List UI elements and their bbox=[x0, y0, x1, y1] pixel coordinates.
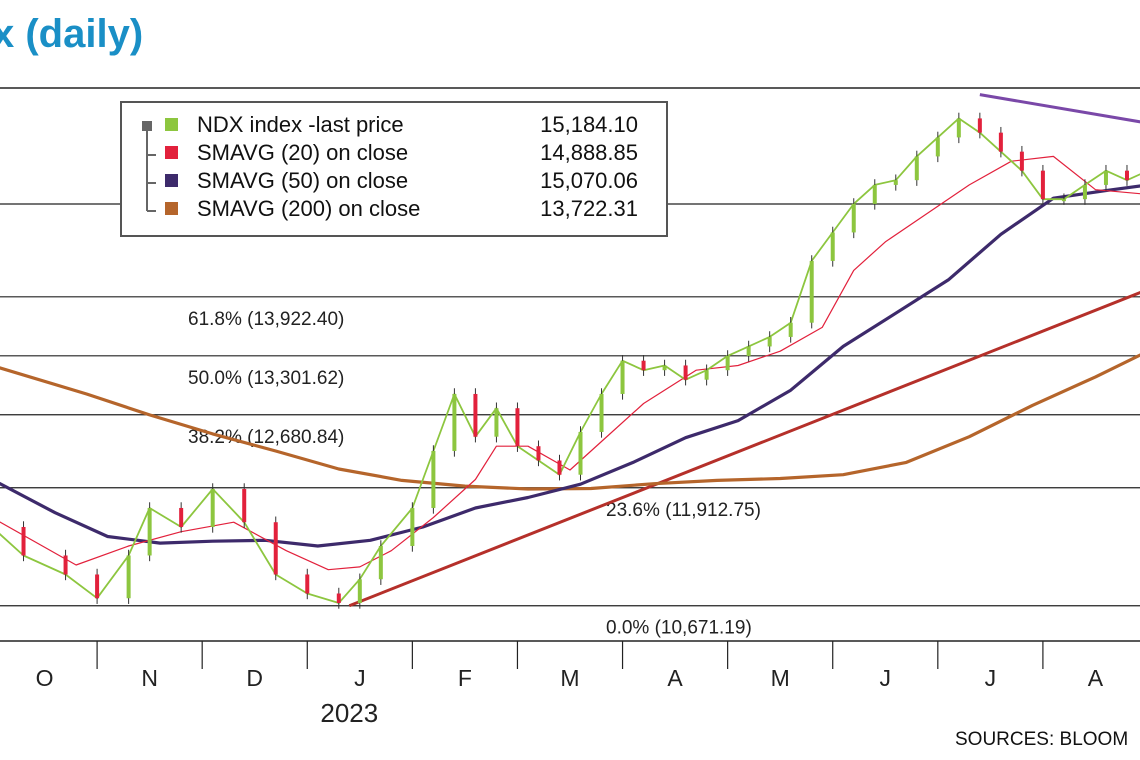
price-candle bbox=[63, 555, 68, 575]
price-candle bbox=[599, 393, 604, 432]
legend-tree-icon bbox=[142, 121, 156, 212]
trendline-support bbox=[348, 290, 1140, 608]
price-candle bbox=[95, 574, 100, 599]
price-candle bbox=[956, 118, 961, 138]
price-candle bbox=[620, 360, 625, 394]
price-candle bbox=[273, 522, 278, 575]
legend-value: 14,888.85 bbox=[540, 140, 638, 165]
month-label: M bbox=[560, 665, 579, 691]
price-candle bbox=[746, 346, 751, 356]
series-smavg-50-on-close bbox=[0, 184, 1140, 548]
price-candle bbox=[935, 137, 940, 157]
price-candle bbox=[336, 593, 341, 603]
legend-name: SMAVG (20) on close bbox=[197, 140, 409, 165]
price-candle bbox=[452, 393, 457, 451]
price-candle bbox=[767, 336, 772, 347]
month-label: J bbox=[354, 665, 366, 691]
legend-item-sma50: SMAVG (50) on close 15,070.06 bbox=[122, 168, 666, 196]
price-candle bbox=[242, 488, 247, 523]
price-candle bbox=[305, 574, 310, 594]
price-candle bbox=[431, 450, 436, 508]
legend-swatch bbox=[165, 202, 178, 215]
price-candle bbox=[998, 132, 1003, 152]
month-label: J bbox=[880, 665, 892, 691]
price-candle bbox=[515, 408, 520, 447]
price-candle bbox=[1082, 184, 1087, 200]
price-candle bbox=[872, 184, 877, 204]
sources-note: SOURCES: BLOOM bbox=[955, 729, 1129, 750]
price-candle bbox=[914, 156, 919, 181]
legend-swatch bbox=[165, 146, 178, 159]
price-candle bbox=[473, 393, 478, 437]
price-candle bbox=[21, 526, 26, 556]
price-candle bbox=[830, 232, 835, 261]
series-ndx-index-last-price bbox=[0, 117, 1140, 604]
legend-value: 15,070.06 bbox=[540, 168, 638, 193]
legend-swatch bbox=[165, 174, 178, 187]
legend-item-ndx: NDX index -last price 15,184.10 bbox=[122, 112, 666, 140]
legend-value: 15,184.10 bbox=[540, 112, 638, 137]
price-candle bbox=[410, 507, 415, 546]
legend-name: NDX index -last price bbox=[197, 112, 404, 137]
month-label: M bbox=[771, 665, 790, 691]
price-candle bbox=[683, 365, 688, 380]
price-candle bbox=[1061, 199, 1066, 202]
price-candle bbox=[893, 180, 898, 185]
price-candle bbox=[662, 365, 667, 371]
price-candle bbox=[536, 446, 541, 461]
fib-level-label: 23.6% (11,912.75) bbox=[606, 500, 761, 521]
trendline-resistance bbox=[979, 93, 1140, 124]
month-label: J bbox=[985, 665, 997, 691]
price-candle bbox=[704, 370, 709, 380]
fib-level-label: 50.0% (13,301.62) bbox=[188, 368, 344, 389]
price-candle bbox=[851, 203, 856, 233]
legend: NDX index -last price 15,184.10 SMAVG (2… bbox=[120, 101, 668, 237]
legend-item-sma20: SMAVG (20) on close 14,888.85 bbox=[122, 140, 666, 168]
price-candle bbox=[578, 431, 583, 475]
legend-name: SMAVG (50) on close bbox=[197, 168, 409, 193]
legend-value: 13,722.31 bbox=[540, 196, 638, 221]
month-label: A bbox=[667, 665, 683, 691]
price-candle bbox=[378, 545, 383, 580]
legend-item-sma200: SMAVG (200) on close 13,722.31 bbox=[122, 196, 666, 224]
price-candle bbox=[179, 507, 184, 527]
fib-level-label: 61.8% (13,922.40) bbox=[188, 309, 344, 330]
price-candle bbox=[725, 355, 730, 371]
price-candle bbox=[1124, 170, 1129, 181]
price-candle bbox=[1040, 170, 1045, 200]
month-label: N bbox=[141, 665, 158, 691]
fib-level-label: 0.0% (10,671.19) bbox=[606, 618, 752, 639]
price-candle bbox=[357, 579, 362, 603]
month-label: O bbox=[36, 665, 54, 691]
price-candle bbox=[977, 118, 982, 133]
price-candle bbox=[788, 322, 793, 337]
fib-level-label: 38.2% (12,680.84) bbox=[188, 427, 344, 448]
year-label: 2023 bbox=[320, 698, 378, 728]
month-label: A bbox=[1088, 665, 1104, 691]
price-candle bbox=[1019, 151, 1024, 171]
price-candle bbox=[641, 360, 646, 371]
series-smavg-20-on-close bbox=[0, 155, 1140, 571]
legend-name: SMAVG (200) on close bbox=[197, 196, 421, 221]
month-label: D bbox=[246, 665, 263, 691]
price-candle bbox=[809, 260, 814, 323]
price-candle bbox=[210, 488, 215, 527]
series-smavg-200-on-close bbox=[0, 353, 1140, 491]
chart-title: x (daily) bbox=[0, 12, 144, 56]
month-label: F bbox=[458, 665, 472, 691]
price-candle bbox=[126, 555, 131, 599]
price-candle bbox=[147, 507, 152, 556]
price-candle bbox=[1103, 170, 1108, 185]
price-candle bbox=[494, 408, 499, 437]
legend-swatch bbox=[165, 118, 178, 131]
price-candle bbox=[557, 460, 562, 475]
